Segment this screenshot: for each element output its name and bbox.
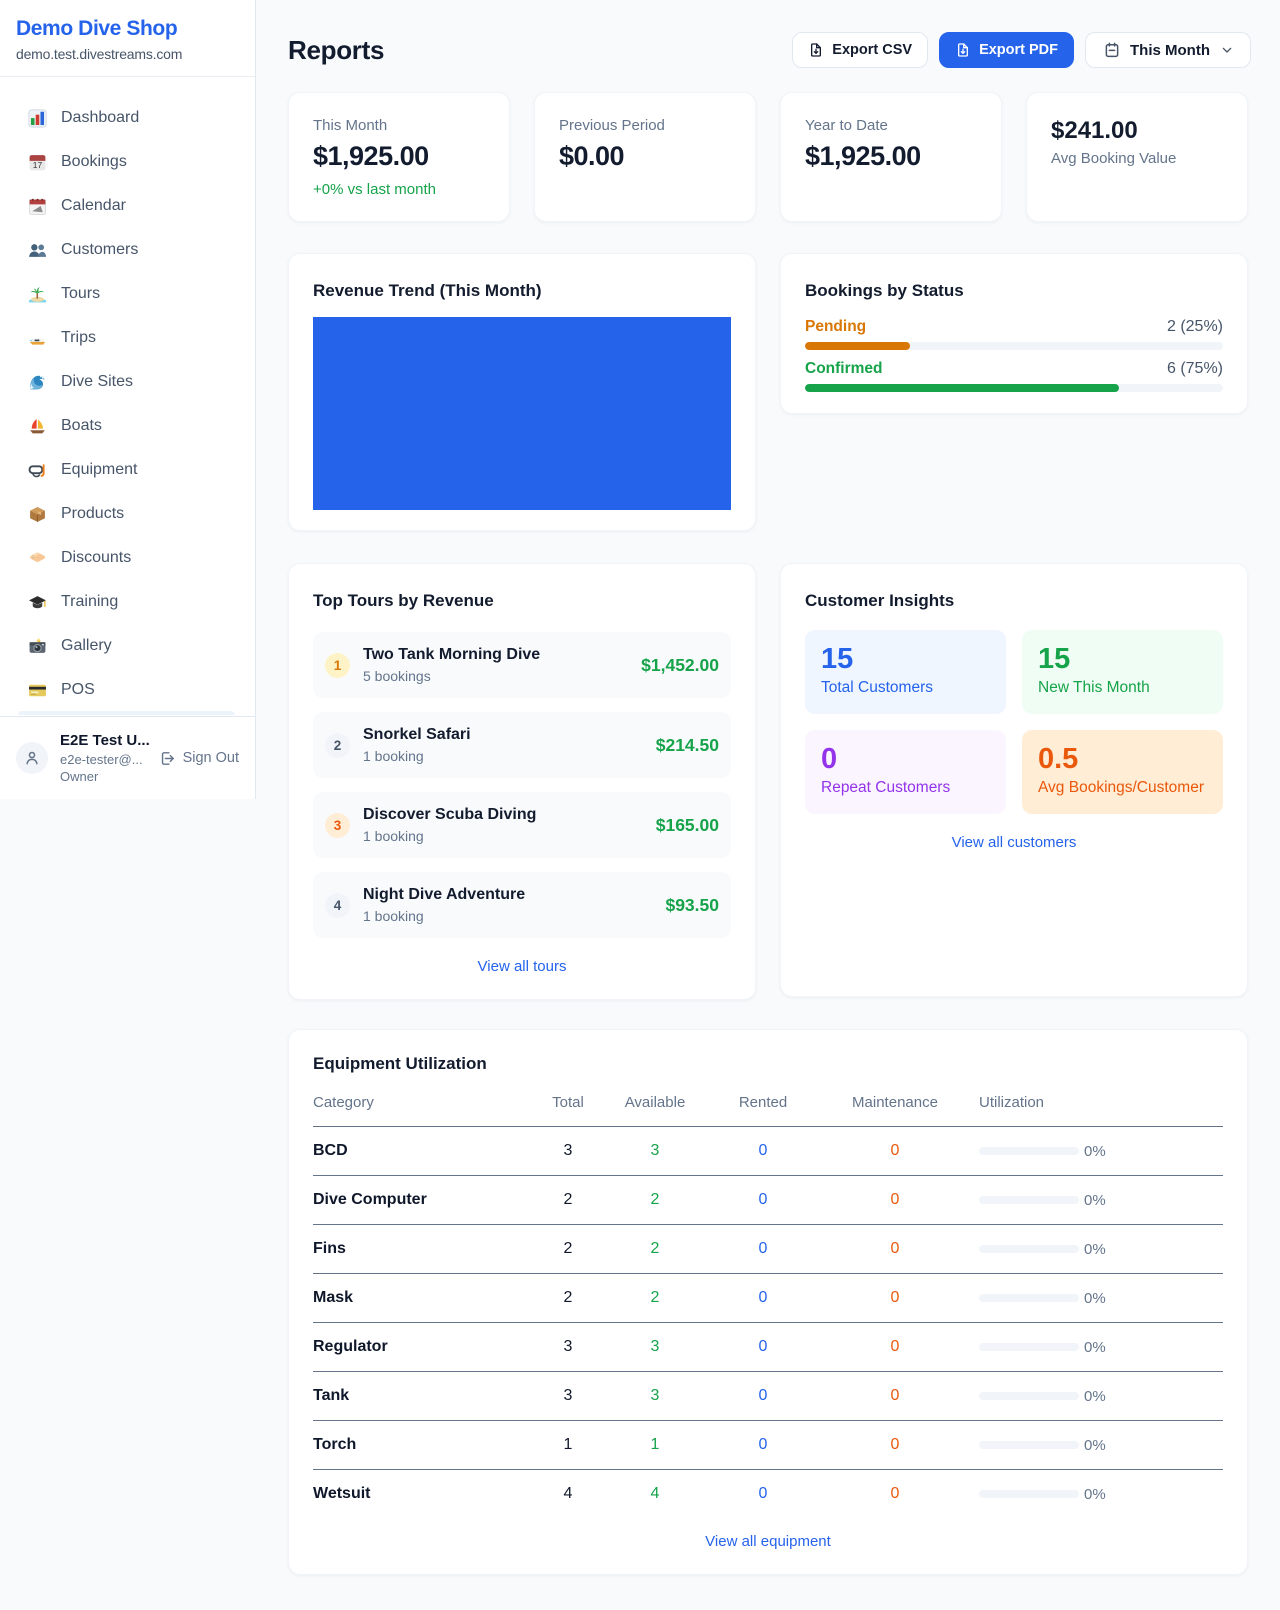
svg-text:17: 17 xyxy=(33,159,43,169)
